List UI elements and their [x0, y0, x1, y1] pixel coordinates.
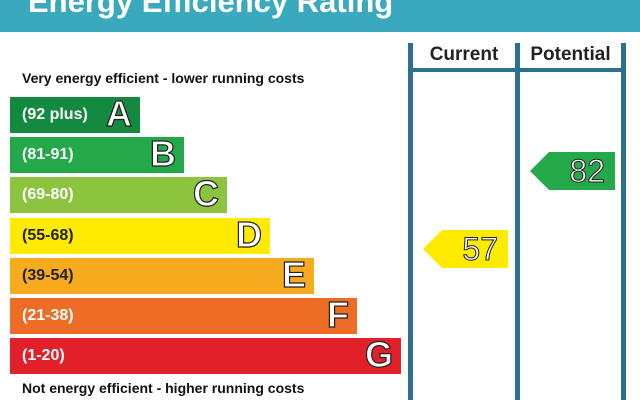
band-letter: F	[326, 294, 349, 335]
top-caption: Very energy efficient - lower running co…	[22, 70, 305, 86]
current-column-header: Current	[429, 44, 499, 65]
band-range: (81-91)	[22, 146, 74, 163]
band-g: (1-20) G	[10, 334, 401, 375]
column-divider-right	[621, 43, 626, 400]
bottom-caption: Not energy efficient - higher running co…	[22, 380, 305, 396]
current-rating-arrow: 57	[423, 230, 508, 268]
band-range: (39-54)	[22, 267, 74, 284]
band-range: (55-68)	[22, 227, 74, 244]
band-range: (1-20)	[22, 347, 65, 364]
band-range: (21-38)	[22, 307, 74, 324]
column-divider-middle	[515, 43, 520, 400]
current-rating-value: 57	[462, 231, 499, 268]
band-a: (92 plus) A	[10, 93, 140, 134]
band-e: (39-54) E	[10, 254, 314, 295]
band-letter: G	[364, 334, 393, 375]
band-d: (55-68) D	[10, 214, 270, 255]
column-header-rule	[408, 68, 626, 72]
column-divider-left	[408, 43, 413, 400]
potential-rating-arrow: 82	[530, 152, 615, 190]
band-letter: C	[192, 173, 219, 214]
page-title: Energy Efficiency Rating	[28, 0, 394, 19]
band-letter: E	[281, 254, 306, 295]
potential-rating-value: 82	[569, 153, 606, 190]
band-c: (69-80) C	[10, 173, 227, 214]
band-letter: D	[235, 214, 262, 255]
band-b: (81-91) B	[10, 133, 184, 174]
potential-column-header: Potential	[530, 44, 611, 65]
band-range: (69-80)	[22, 186, 74, 203]
band-letter: A	[105, 93, 132, 134]
band-range: (92 plus)	[22, 106, 88, 123]
band-f: (21-38) F	[10, 294, 357, 335]
header-bar: Energy Efficiency Rating	[0, 0, 640, 32]
band-letter: B	[149, 133, 176, 174]
